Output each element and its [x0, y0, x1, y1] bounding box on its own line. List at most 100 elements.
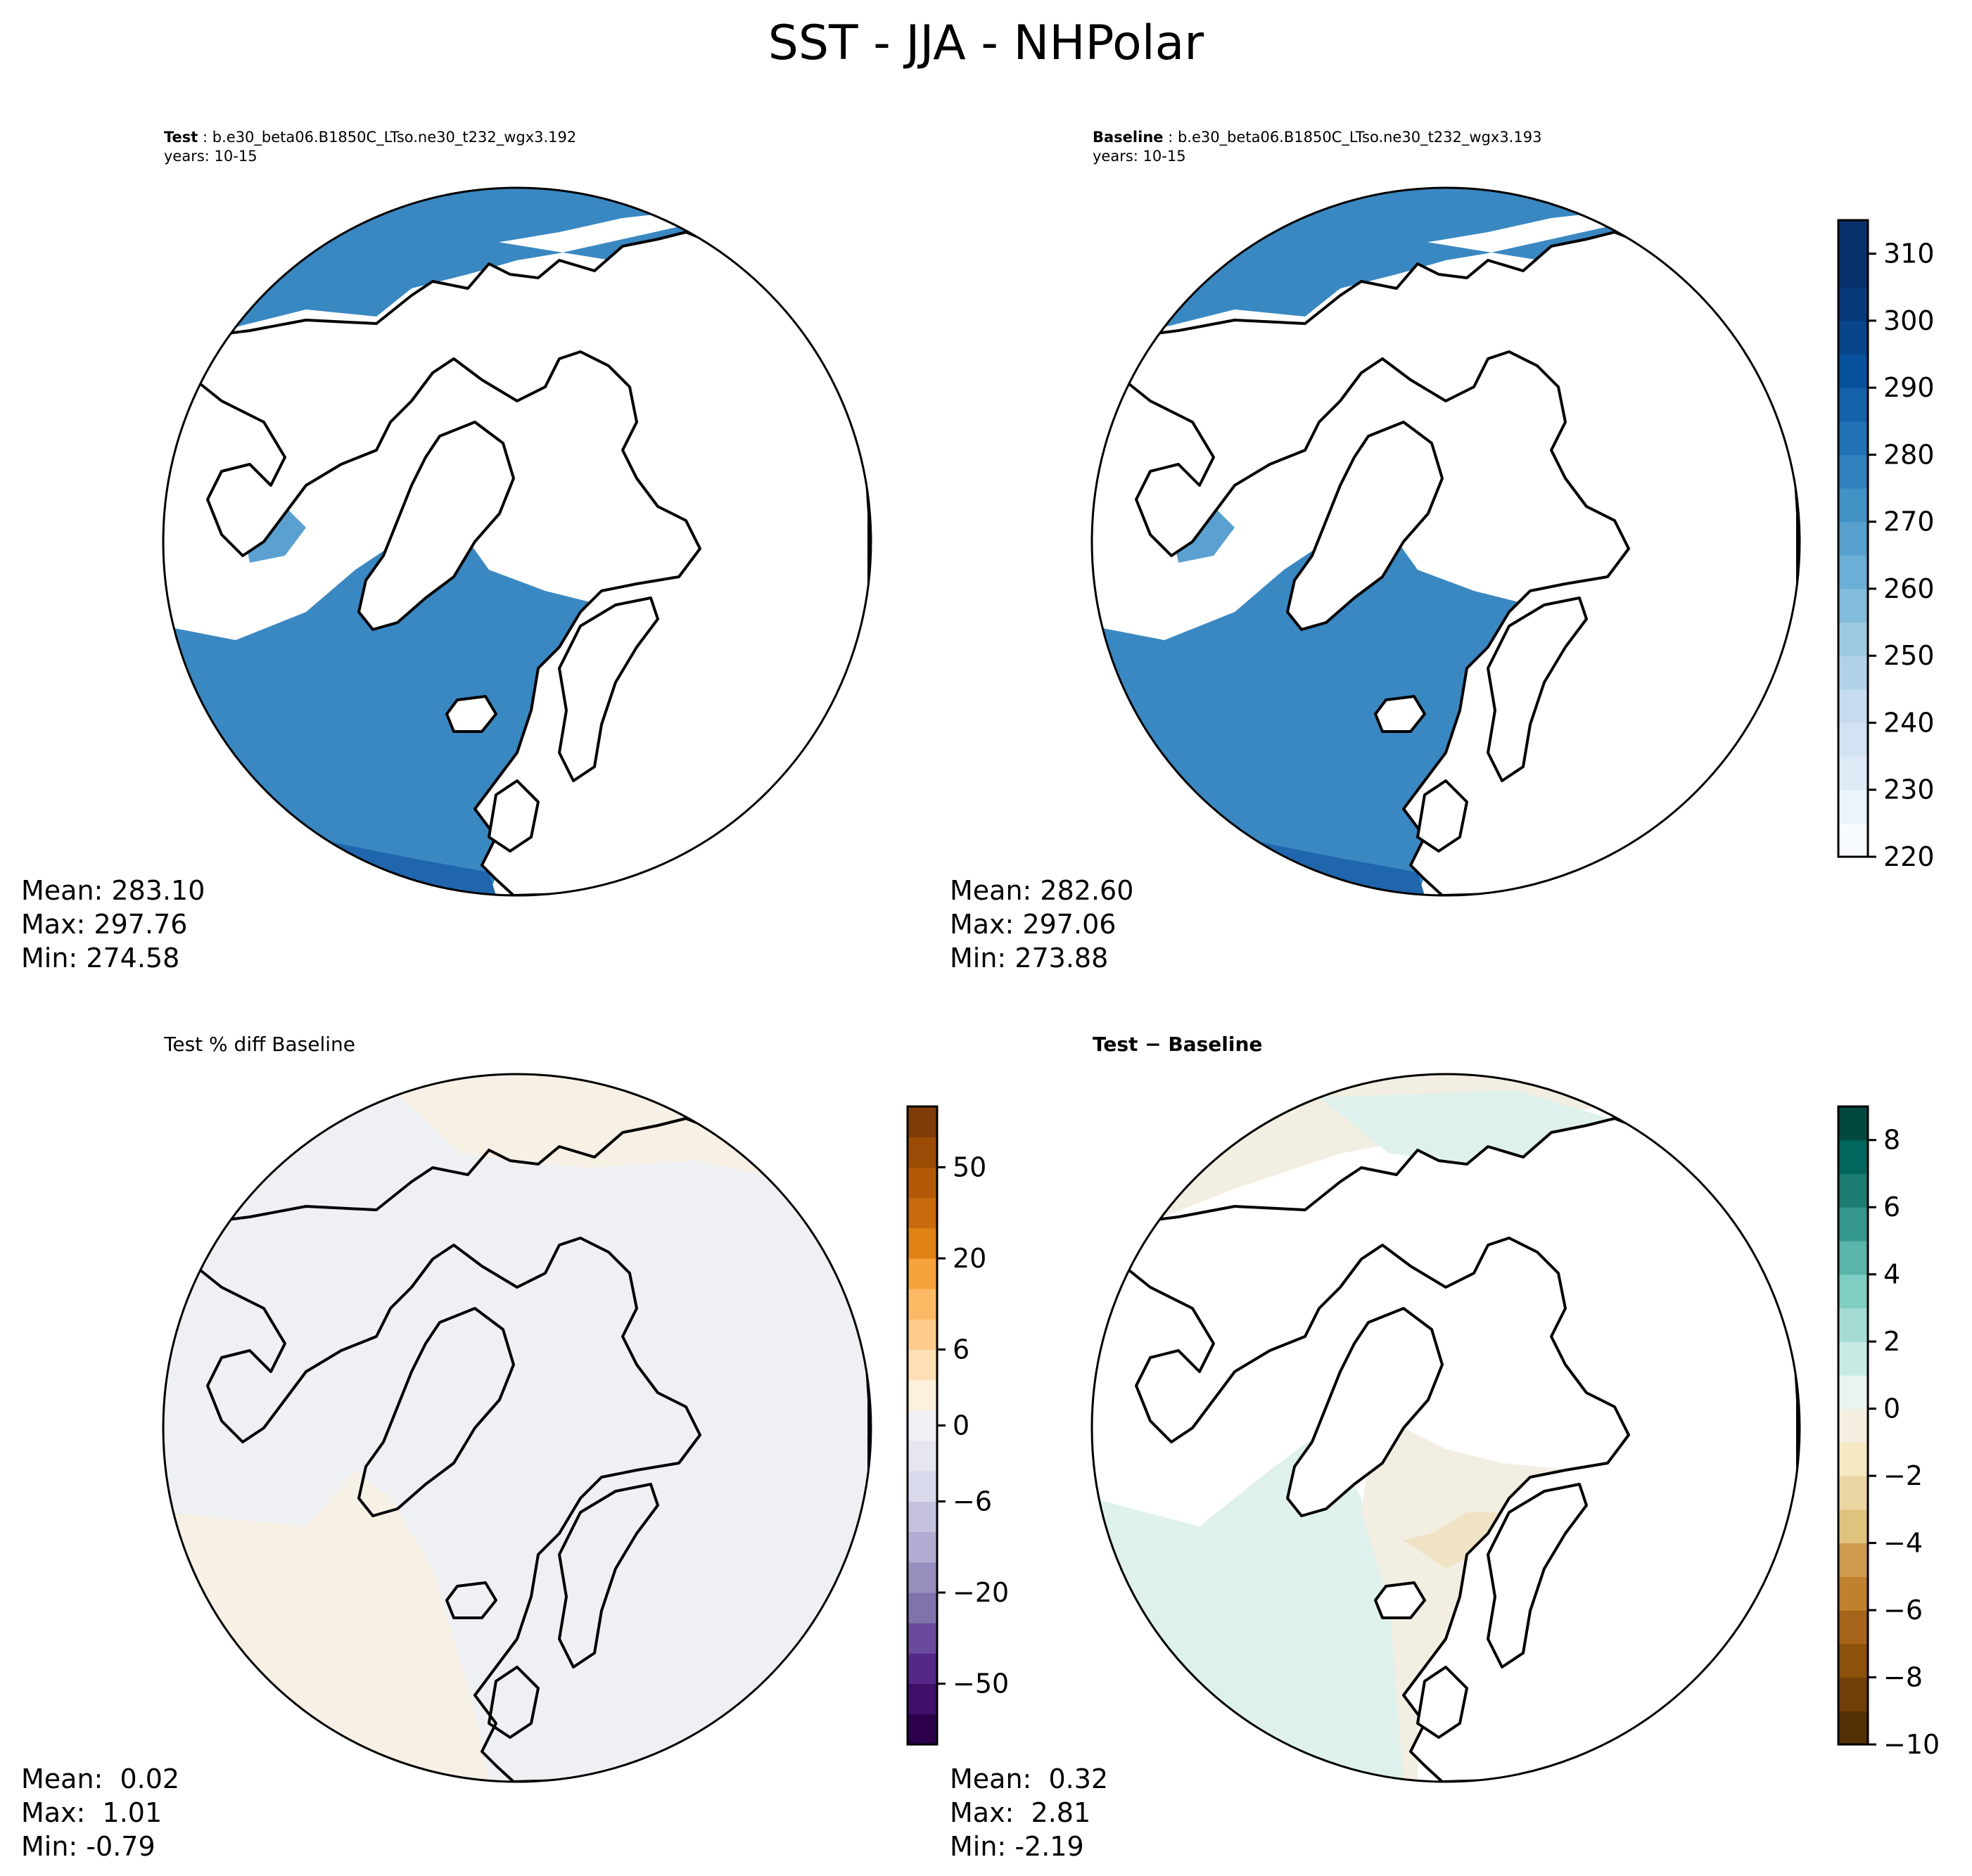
colorbar-segment: [1838, 1106, 1868, 1141]
greenland: [1286, 421, 1444, 631]
colorbar-segment: [1838, 656, 1868, 690]
colorbar-segment: [908, 1197, 937, 1229]
colorbar-segment: [1838, 1207, 1868, 1242]
baseline-label: Baseline: [1093, 129, 1164, 146]
colorbar-segment: [908, 1410, 937, 1441]
colorbar-segment: [908, 1349, 937, 1381]
colorbar-tick-label: −6: [953, 1486, 992, 1517]
atlantic-ocean: [1092, 499, 1586, 895]
greenland: [357, 421, 515, 631]
colorbar-segment: [908, 1227, 937, 1259]
scandinavia: [558, 596, 659, 782]
colorbar-segment: [1838, 823, 1868, 857]
iceland: [1374, 1581, 1426, 1619]
colorbar-tick-label: 220: [1883, 841, 1935, 872]
map-pct_diff: [163, 1074, 871, 1782]
colorbar-segment: [1838, 1341, 1868, 1376]
colorbar-segment: [1838, 354, 1868, 388]
colorbar-segment: [1838, 1610, 1868, 1645]
test-panel-title: Test : b.e30_beta06.B1850C_LTso.ne30_t23…: [164, 129, 577, 165]
colorbar-tick-label: −50: [953, 1668, 1009, 1699]
colorbar-segment: [1838, 1543, 1868, 1577]
baseline-years: years: 10-15: [1093, 148, 1186, 165]
colorbar-tick-label: 0: [953, 1410, 969, 1441]
map-boundary: [162, 186, 872, 897]
baseline-panel-title: Baseline : b.e30_beta06.B1850C_LTso.ne30…: [1093, 129, 1542, 165]
colorbar-tick-label: −6: [1883, 1595, 1923, 1626]
colorbar-tick-label: 0: [1883, 1393, 1900, 1424]
colorbar-tick-label: 260: [1883, 573, 1935, 604]
colorbar-segment: [908, 1501, 937, 1533]
colorbar-segment: [1838, 1374, 1868, 1410]
colorbar-segment: [908, 1106, 937, 1137]
baseline-case-name: b.e30_beta06.B1850C_LTso.ne30_t232_wgx3.…: [1177, 129, 1542, 146]
colorbar-segment: [1838, 388, 1868, 422]
baseline-min: 273.88: [1014, 943, 1109, 974]
colorbar-segment: [1838, 1442, 1868, 1476]
baseline-max: 297.06: [1022, 909, 1117, 940]
colorbar-tick-label: −4: [1883, 1528, 1923, 1559]
colorbar-tick-label: 2: [1883, 1326, 1900, 1357]
arctic-landmass: [1114, 231, 1799, 895]
colorbar-segment: [908, 1289, 937, 1320]
atlantic-ocean: [163, 499, 658, 895]
greenland: [357, 1307, 515, 1517]
colorbar-segment: [1838, 756, 1868, 791]
map-boundary: [162, 1073, 872, 1783]
colorbar-segment: [908, 1471, 937, 1502]
arctic-landmass: [1114, 1117, 1799, 1782]
colorbar-frame: [1837, 1105, 1869, 1746]
pct-diff-stats: Mean: 0.02 Max: 1.01 Min: -0.79: [21, 1763, 180, 1862]
colorbar-segment: [1838, 253, 1868, 288]
colorbar-segment: [908, 1531, 937, 1563]
colorbar-tick-label: 290: [1883, 372, 1935, 403]
colorbar-segment: [1838, 1509, 1868, 1544]
test-label: Test: [164, 129, 198, 146]
colorbar-diff: −10 −8 −6 −4 −2 0 2 4 6 8: [1837, 1105, 1940, 1760]
colorbar-segment: [908, 1379, 937, 1411]
colorbar-pct_diff: −50 −20 −6 0 6 20 50: [906, 1105, 1009, 1746]
colorbar-segment: [1838, 1274, 1868, 1308]
map-test: [163, 188, 871, 895]
colorbar-tick-label: −2: [1883, 1460, 1923, 1491]
pct-diff-max: 1.01: [94, 1797, 163, 1828]
colorbar-segment: [908, 1258, 937, 1289]
colorbar-segment: [908, 1714, 937, 1745]
colorbar-segment: [1838, 1711, 1868, 1745]
colorbar-segment: [908, 1623, 937, 1654]
colorbar-segment: [1838, 454, 1868, 489]
colorbar-tick-label: 50: [953, 1151, 986, 1182]
colorbar-segment: [1838, 588, 1868, 623]
colorbar-tick-label: 310: [1883, 238, 1935, 269]
diff-min: -2.19: [1014, 1831, 1084, 1862]
colorbar-segment: [1838, 689, 1868, 723]
colorbar-segment: [1838, 1173, 1868, 1208]
colorbar-segment: [1838, 1308, 1868, 1342]
map-boundary: [1090, 186, 1801, 897]
colorbar-segment: [1838, 622, 1868, 656]
test-case-name: b.e30_beta06.B1850C_LTso.ne30_t232_wgx3.…: [212, 129, 577, 146]
colorbar-segment: [908, 1319, 937, 1351]
colorbar-segment: [1838, 1476, 1868, 1510]
colorbar-segment: [1838, 220, 1868, 255]
colorbar-tick-label: 270: [1883, 506, 1935, 537]
pct-diff-panel-title: Test % diff Baseline: [164, 1033, 356, 1056]
colorbar-segment: [1838, 1408, 1868, 1443]
colorbar-segment: [908, 1137, 937, 1168]
colorbar-segment: [1838, 287, 1868, 321]
colorbar-segment: [1838, 320, 1868, 355]
diff-panel-title: Test − Baseline: [1093, 1033, 1263, 1056]
colorbar-segment: [1838, 521, 1868, 556]
baseline-stats: Mean: 282.60 Max: 297.06 Min: 273.88: [950, 875, 1134, 974]
pct-diff-min: -0.79: [86, 1831, 155, 1862]
colorbar-tick-label: 20: [953, 1243, 986, 1274]
colorbar-segment: [1838, 1677, 1868, 1711]
test-mean: 283.10: [111, 875, 205, 906]
test-stats: Mean: 283.10 Max: 297.76 Min: 274.58: [21, 875, 205, 974]
test-min: 274.58: [86, 943, 180, 974]
colorbar-segment: [1838, 789, 1868, 824]
scandinavia: [1487, 1483, 1588, 1668]
colorbar-segment: [908, 1593, 937, 1623]
colorbar-segment: [908, 1167, 937, 1199]
